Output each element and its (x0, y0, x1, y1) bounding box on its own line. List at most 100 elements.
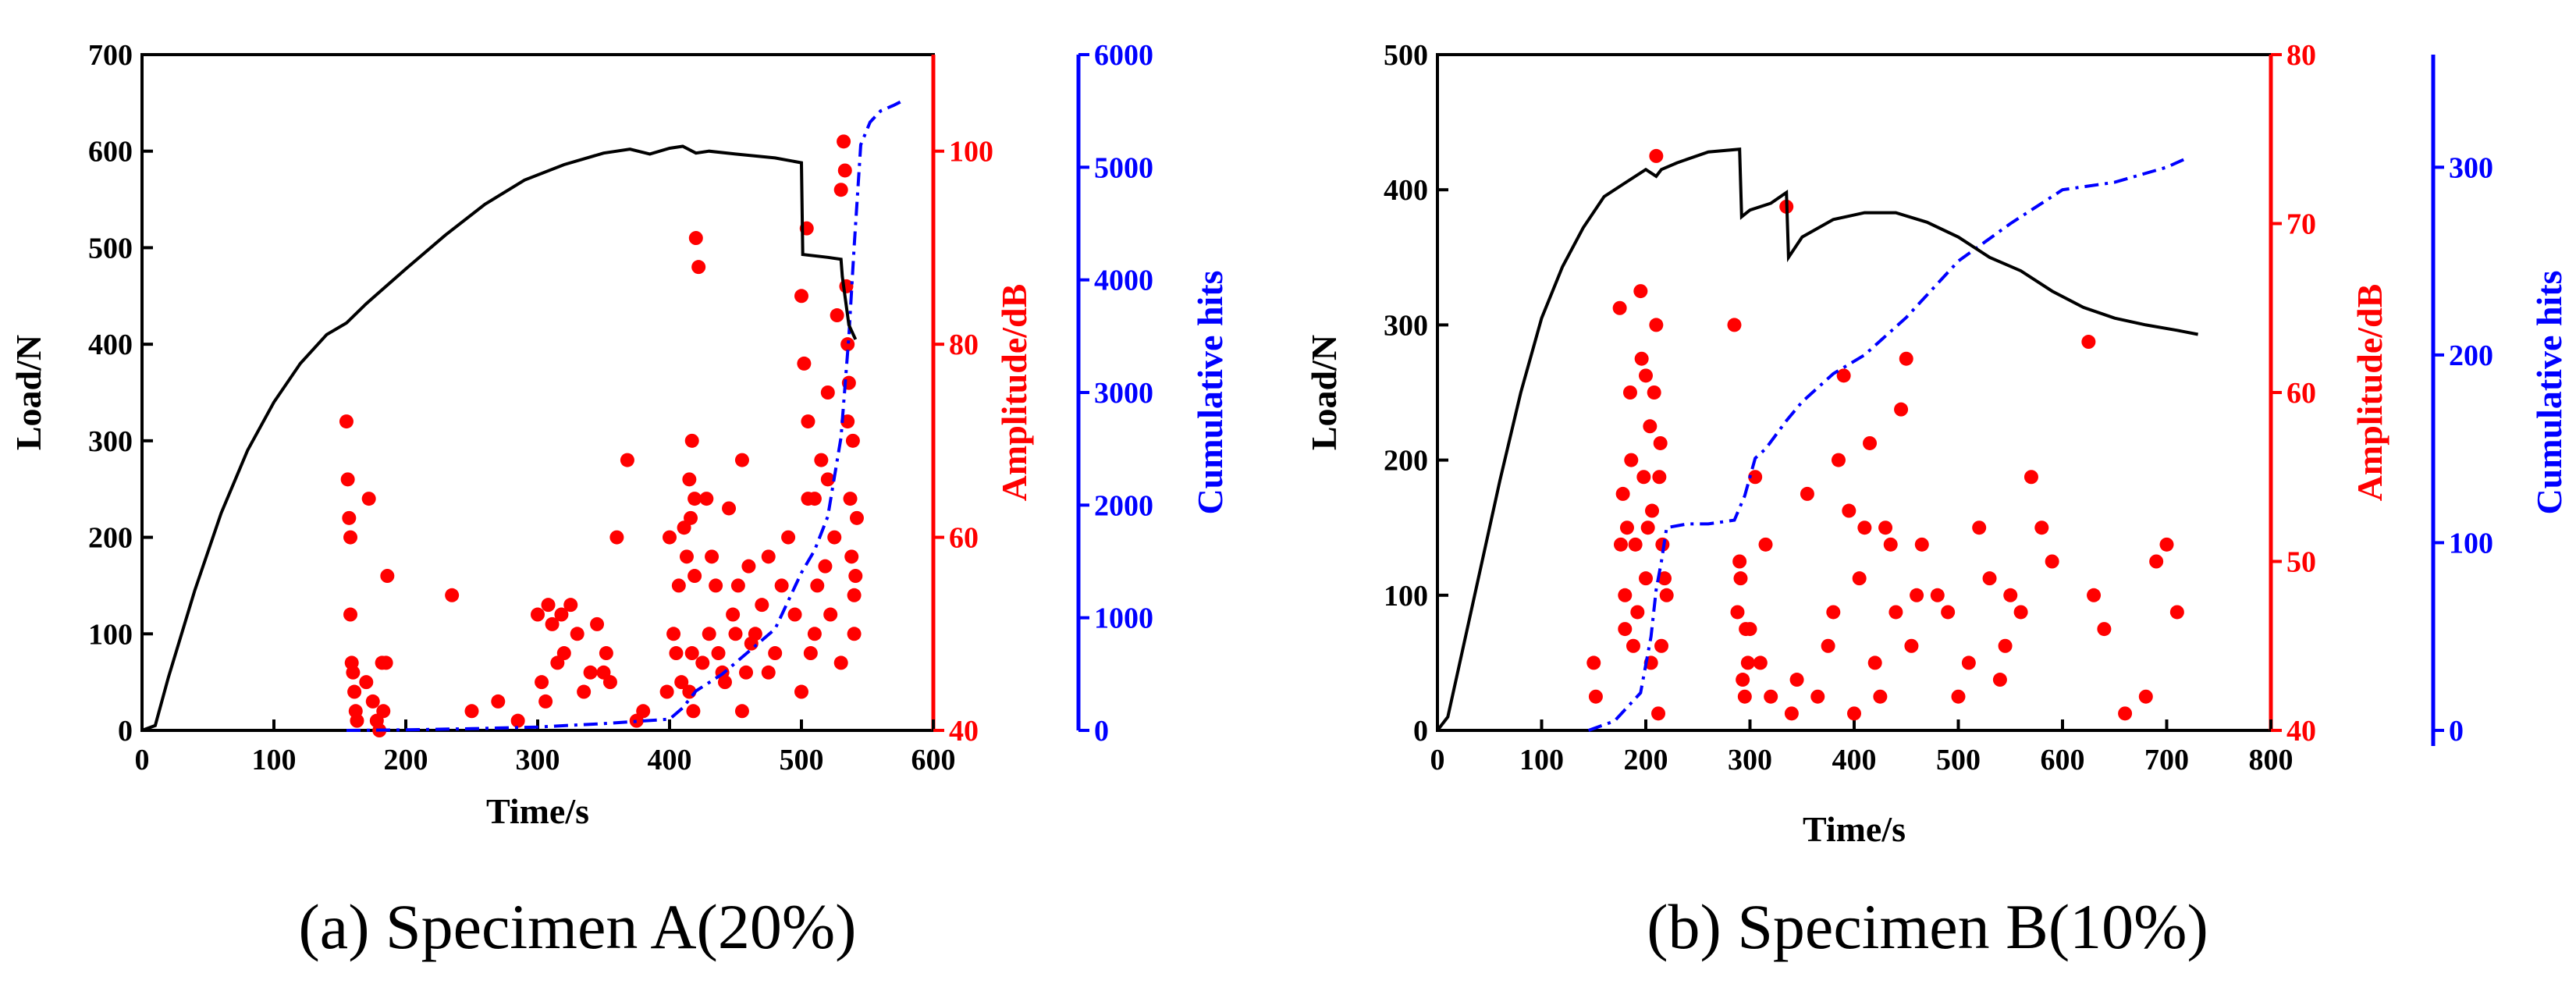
amplitude-point (837, 134, 851, 149)
load-tick-label: 700 (88, 39, 133, 72)
amplitude-point (1633, 284, 1648, 299)
amplitude-point (361, 492, 376, 506)
load-tick-label: 0 (1413, 715, 1428, 748)
amplitude-point (350, 713, 364, 728)
amplitude-point (684, 510, 698, 525)
amplitude-point (1800, 486, 1814, 501)
amplitude-point (1831, 453, 1846, 467)
amplitude-point (1910, 588, 1924, 602)
load-tick-label: 200 (88, 522, 133, 555)
amplitude-point (801, 414, 815, 429)
x-axis-title: Time/s (1803, 809, 1906, 849)
x-tick-label: 100 (252, 744, 297, 776)
amplitude-point (1737, 689, 1752, 704)
amplitude-point (2081, 335, 2096, 350)
caption-a: (a) Specimen A(20%) (299, 891, 857, 962)
amplitude-point (820, 472, 835, 487)
hits-tick-label: 3000 (1094, 377, 1153, 410)
amplitude-point (531, 607, 545, 622)
hits-tick-label: 6000 (1094, 39, 1153, 72)
amplitude-point (1784, 706, 1799, 721)
amplitude-point (343, 530, 358, 545)
amplitude-point (1764, 689, 1778, 704)
x-tick-label: 0 (135, 744, 150, 776)
amplitude-point (445, 588, 460, 602)
hits-axis-title: Cumulative hits (2529, 270, 2569, 514)
amplitude-point (1733, 571, 1748, 586)
x-tick-label: 500 (1936, 744, 1981, 776)
panel-a: 0 100 200 300 400 500 600 01002003004005006007… (9, 39, 1230, 962)
x-tick-label: 500 (780, 744, 824, 776)
amplitude-point (722, 501, 737, 516)
hits-tick-label: 200 (2449, 339, 2493, 372)
amplitude-point (823, 607, 838, 622)
amplitude-point (1624, 453, 1639, 467)
amplitude-point (1649, 148, 1664, 163)
amplitude-point (1619, 520, 1634, 535)
amplitude-point (709, 578, 723, 593)
amplitude-point (1639, 368, 1653, 383)
amplitude-point (620, 453, 634, 467)
amplitude-point (794, 289, 808, 304)
amplitude-point (833, 655, 848, 670)
x-tick-label: 400 (648, 744, 692, 776)
amplitude-point (378, 655, 393, 670)
amplitude-point (1732, 554, 1747, 569)
amplitude-point (1888, 605, 1903, 620)
amplitude-point (1588, 689, 1603, 704)
amplitude-point (1654, 638, 1669, 653)
amplitude-point (1653, 435, 1668, 450)
amplitude-point (1612, 300, 1627, 315)
amplitude-point (711, 646, 726, 661)
amplitude-point (1626, 638, 1640, 653)
amplitude-point (1634, 351, 1649, 366)
amplitude-point (346, 665, 361, 680)
amplitude-point (1615, 486, 1630, 501)
amplitude-axis-title: Amplitude/dB (2350, 284, 2389, 502)
amplitude-point (768, 646, 783, 661)
amplitude-point (847, 588, 862, 602)
amplitude-point (843, 492, 858, 506)
amplitude-point (787, 607, 802, 622)
amplitude-point (1652, 470, 1667, 485)
x-tick-label: 0 (1430, 744, 1445, 776)
amplitude-tick-label: 40 (949, 715, 979, 748)
amplitude-point (340, 472, 355, 487)
amplitude-point (2087, 588, 2102, 602)
amplitude-point (734, 453, 749, 467)
x-axis-title: Time/s (486, 791, 589, 831)
amplitude-point (1951, 689, 1966, 704)
amplitude-point (342, 510, 357, 525)
amplitude-point (818, 559, 833, 574)
amplitude-point (2138, 689, 2153, 704)
amplitude-axis-title: Amplitude/dB (994, 284, 1034, 502)
amplitude-point (734, 704, 749, 719)
amplitude-point (376, 704, 391, 719)
amplitude-point (339, 414, 354, 429)
amplitude-tick-label: 80 (2286, 39, 2316, 72)
amplitude-point (717, 675, 732, 690)
x-tick-label: 100 (1519, 744, 1564, 776)
amplitude-point (1613, 537, 1628, 552)
amplitude-point (849, 510, 864, 525)
amplitude-point (827, 530, 842, 545)
amplitude-point (2045, 554, 2059, 569)
amplitude-point (1727, 318, 1742, 332)
amplitude-point (1842, 503, 1856, 518)
amplitude-point (2149, 554, 2164, 569)
amplitude-point (730, 578, 745, 593)
amplitude-point (2034, 520, 2049, 535)
amplitude-point (1636, 470, 1651, 485)
hits-tick-label: 1000 (1094, 602, 1153, 635)
amplitude-point (1914, 537, 1929, 552)
amplitude-point (1753, 655, 1768, 670)
amplitude-point (1883, 537, 1898, 552)
amplitude-point (684, 433, 699, 448)
amplitude-point (1873, 689, 1888, 704)
amplitude-point (1998, 638, 2013, 653)
amplitude-point (1810, 689, 1825, 704)
amplitude-point (666, 627, 681, 641)
amplitude-point (671, 578, 686, 593)
amplitude-point (663, 530, 677, 545)
